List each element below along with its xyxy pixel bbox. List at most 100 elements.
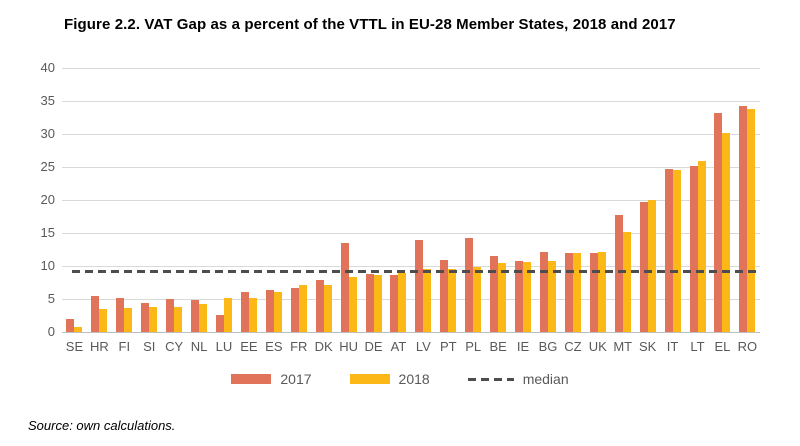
bars-layer (62, 68, 760, 332)
bar-group-HU (336, 242, 361, 332)
bar-group-FI (112, 298, 137, 332)
bar-2017-CZ (564, 252, 573, 332)
bar-group-CY (162, 299, 187, 332)
bar-2018-LV (423, 269, 432, 332)
bar-group-IE (511, 260, 536, 332)
legend-label-median: median (522, 371, 569, 387)
median-line (72, 270, 758, 274)
bar-2017-PT (440, 260, 449, 332)
x-tick-label-RO: RO (737, 339, 758, 354)
x-tick-label-SE: SE (65, 339, 84, 354)
bar-2017-NL (191, 300, 200, 332)
bar-2017-LT (689, 165, 698, 332)
bar-2017-EE (240, 292, 249, 332)
legend-label-2017: 2017 (280, 371, 312, 387)
bar-2018-IT (672, 170, 681, 332)
y-tick-label-35: 35 (40, 93, 55, 108)
source-note: Source: own calculations. (28, 418, 176, 433)
x-tick-label-PL: PL (465, 339, 482, 354)
bar-2018-CY (174, 306, 183, 332)
legend-item-median: median (467, 371, 569, 387)
bar-2018-DK (323, 284, 332, 332)
gridline-20 (62, 200, 760, 201)
x-tick-label-LU: LU (215, 339, 233, 354)
bar-2018-RO (747, 108, 756, 332)
y-tick-label-20: 20 (40, 192, 55, 207)
figure-title: Figure 2.2. VAT Gap as a percent of the … (64, 16, 676, 33)
bar-2017-RO (739, 105, 748, 332)
bar-group-PL (461, 237, 486, 332)
x-tick-label-FR: FR (290, 339, 308, 354)
legend: 2017 2018 median (0, 368, 800, 390)
bar-2017-SK (639, 202, 648, 332)
bar-group-AT (386, 272, 411, 332)
bar-2018-SK (647, 200, 656, 332)
bar-group-SI (137, 303, 162, 332)
bar-2018-HR (99, 308, 108, 332)
x-tick-label-IE: IE (516, 339, 530, 354)
bar-2018-AT (398, 272, 407, 332)
bar-2018-BG (547, 260, 556, 332)
bar-group-NL (187, 300, 212, 332)
x-tick-label-PT: PT (439, 339, 457, 354)
x-tick-label-DK: DK (314, 339, 333, 354)
bar-2017-HR (91, 295, 100, 332)
gridline-30 (62, 134, 760, 135)
bar-2018-LT (697, 161, 706, 332)
bar-2017-LU (215, 314, 224, 332)
x-tick-label-CY: CY (165, 339, 184, 354)
bar-group-ES (261, 289, 286, 332)
bar-2017-DE (365, 273, 374, 332)
x-tick-label-AT: AT (390, 339, 407, 354)
bar-2018-PL (473, 266, 482, 332)
bar-group-DE (361, 273, 386, 332)
bar-group-MT (610, 215, 635, 332)
y-tick-label-10: 10 (40, 258, 55, 273)
bar-group-SE (62, 318, 87, 332)
x-tick-label-SI: SI (143, 339, 156, 354)
bar-group-BE (486, 256, 511, 332)
x-tick-label-EE: EE (240, 339, 258, 354)
bar-2017-PL (465, 237, 474, 332)
bar-2017-HU (340, 242, 349, 332)
gridline-10 (62, 266, 760, 267)
bar-2018-NL (199, 304, 208, 332)
x-tick-label-IT: IT (666, 339, 679, 354)
gridline-5 (62, 299, 760, 300)
x-tick-label-FI: FI (118, 339, 131, 354)
bar-2018-IE (523, 262, 532, 332)
bar-group-UK (585, 251, 610, 332)
bar-2018-BE (498, 263, 507, 332)
y-tick-label-15: 15 (40, 225, 55, 240)
plot-area (62, 68, 760, 333)
bar-2017-IE (515, 260, 524, 332)
x-tick-label-NL: NL (190, 339, 208, 354)
y-tick-label-25: 25 (40, 159, 55, 174)
x-tick-label-BE: BE (489, 339, 507, 354)
x-tick-label-HU: HU (339, 339, 358, 354)
x-tick-label-LT: LT (690, 339, 705, 354)
legend-swatch-2018 (349, 374, 390, 384)
bar-2017-UK (589, 252, 598, 332)
bar-2018-DE (373, 275, 382, 332)
x-tick-label-BG: BG (538, 339, 558, 354)
y-tick-label-30: 30 (40, 126, 55, 141)
bar-group-PT (436, 260, 461, 332)
y-tick-label-5: 5 (47, 291, 55, 306)
legend-dash-swatch (467, 377, 514, 381)
legend-label-2018: 2018 (398, 371, 430, 387)
bar-2017-MT (614, 215, 623, 332)
bar-2017-SI (141, 303, 150, 332)
bar-2017-AT (390, 275, 399, 332)
bar-group-FR (286, 285, 311, 332)
bar-group-HR (87, 295, 112, 332)
bar-2017-FR (290, 287, 299, 332)
bar-group-RO (735, 105, 760, 332)
bar-group-DK (311, 279, 336, 332)
bar-2018-FI (124, 308, 133, 332)
y-axis-labels: 0 5 10 15 20 25 30 35 40 (16, 60, 55, 339)
x-tick-label-DE: DE (364, 339, 383, 354)
bar-group-LT (685, 161, 710, 332)
gridline-0 (62, 332, 760, 333)
bar-group-LV (411, 240, 436, 332)
